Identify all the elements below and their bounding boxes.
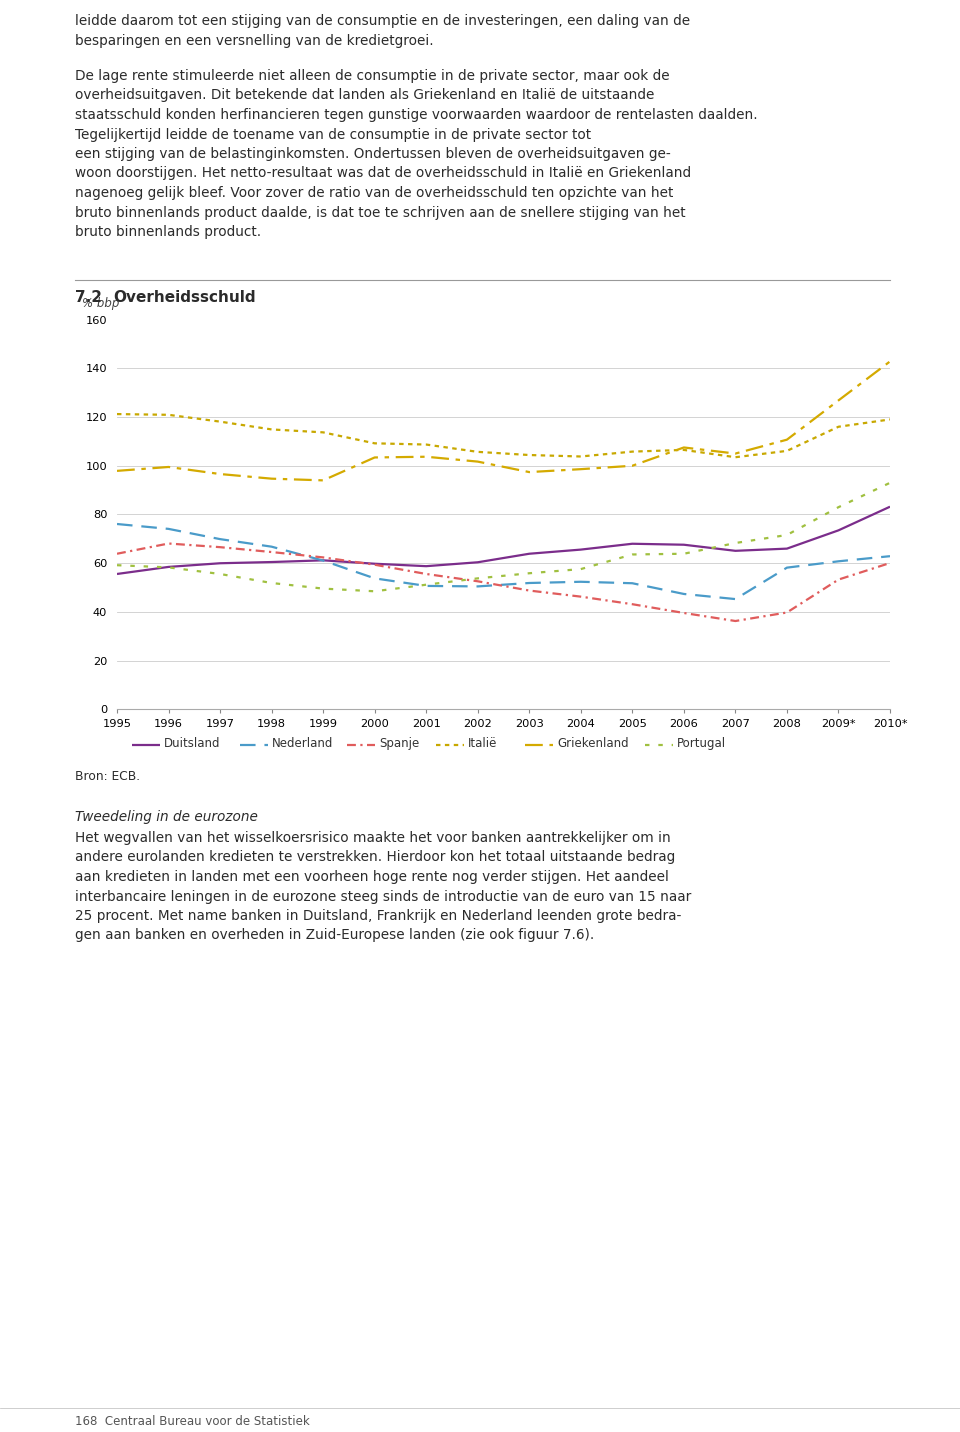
Text: 25 procent. Met name banken in Duitsland, Frankrijk en Nederland leenden grote b: 25 procent. Met name banken in Duitsland… bbox=[75, 909, 682, 924]
Text: gen aan banken en overheden in Zuid-Europese landen (zie ook figuur 7.6).: gen aan banken en overheden in Zuid-Euro… bbox=[75, 928, 594, 942]
Text: andere eurolanden kredieten te verstrekken. Hierdoor kon het totaal uitstaande b: andere eurolanden kredieten te verstrekk… bbox=[75, 851, 675, 865]
Text: leidde daarom tot een stijging van de consumptie en de investeringen, een daling: leidde daarom tot een stijging van de co… bbox=[75, 14, 690, 29]
Text: Tegelijkertijd leidde de toename van de consumptie in de private sector tot: Tegelijkertijd leidde de toename van de … bbox=[75, 127, 591, 142]
Text: Duitsland: Duitsland bbox=[164, 737, 221, 750]
Text: besparingen en een versnelling van de kredietgroei.: besparingen en een versnelling van de kr… bbox=[75, 33, 434, 47]
Text: aan kredieten in landen met een voorheen hoge rente nog verder stijgen. Het aand: aan kredieten in landen met een voorheen… bbox=[75, 871, 669, 884]
Text: bruto binnenlands product.: bruto binnenlands product. bbox=[75, 225, 261, 239]
Text: % bbp: % bbp bbox=[83, 296, 120, 309]
Text: De lage rente stimuleerde niet alleen de consumptie in de private sector, maar o: De lage rente stimuleerde niet alleen de… bbox=[75, 69, 670, 83]
Text: overheidsuitgaven. Dit betekende dat landen als Griekenland en Italië de uitstaa: overheidsuitgaven. Dit betekende dat lan… bbox=[75, 89, 655, 103]
Text: Griekenland: Griekenland bbox=[557, 737, 629, 750]
Text: woon doorstijgen. Het netto-resultaat was dat de overheidsschuld in Italië en Gr: woon doorstijgen. Het netto-resultaat wa… bbox=[75, 166, 691, 180]
Text: Overheidsschuld: Overheidsschuld bbox=[113, 289, 255, 305]
Text: bruto binnenlands product daalde, is dat toe te schrijven aan de snellere stijgi: bruto binnenlands product daalde, is dat… bbox=[75, 206, 685, 219]
Text: Spanje: Spanje bbox=[379, 737, 420, 750]
Text: Het wegvallen van het wisselkoersrisico maakte het voor banken aantrekkelijker o: Het wegvallen van het wisselkoersrisico … bbox=[75, 831, 671, 845]
Text: 7.2: 7.2 bbox=[75, 289, 102, 305]
Text: nagenoeg gelijk bleef. Voor zover de ratio van de overheidsschuld ten opzichte v: nagenoeg gelijk bleef. Voor zover de rat… bbox=[75, 186, 673, 200]
Text: interbancaire leningen in de eurozone steeg sinds de introductie van de euro van: interbancaire leningen in de eurozone st… bbox=[75, 889, 691, 904]
Text: Italië: Italië bbox=[468, 737, 497, 750]
Text: Bron: ECB.: Bron: ECB. bbox=[75, 769, 140, 782]
Text: staatsschuld konden herfinancieren tegen gunstige voorwaarden waardoor de rentel: staatsschuld konden herfinancieren tegen… bbox=[75, 107, 757, 122]
Text: 168  Centraal Bureau voor de Statistiek: 168 Centraal Bureau voor de Statistiek bbox=[75, 1415, 310, 1428]
Text: Nederland: Nederland bbox=[272, 737, 333, 750]
Text: een stijging van de belastinginkomsten. Ondertussen bleven de overheidsuitgaven : een stijging van de belastinginkomsten. … bbox=[75, 147, 671, 160]
Text: Tweedeling in de eurozone: Tweedeling in de eurozone bbox=[75, 809, 258, 823]
Text: Portugal: Portugal bbox=[678, 737, 727, 750]
